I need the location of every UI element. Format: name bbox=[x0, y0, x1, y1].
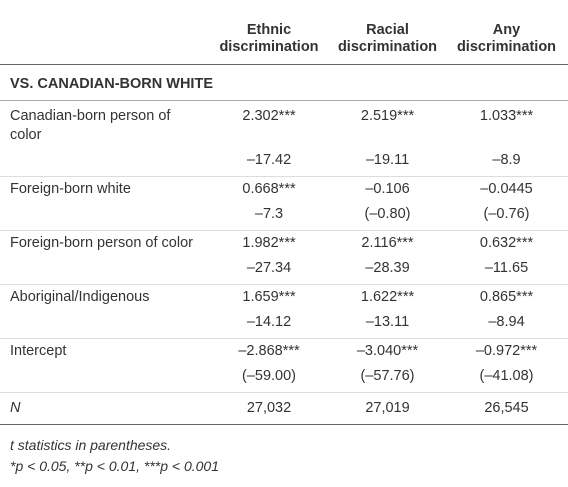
table-row: –17.42 –19.11 –8.9 bbox=[0, 148, 568, 177]
cell: 27,032 bbox=[208, 392, 330, 425]
cell: –13.11 bbox=[330, 310, 445, 339]
row-label-empty bbox=[0, 310, 208, 339]
row-label-empty bbox=[0, 148, 208, 177]
table-body: VS. CANADIAN-BORN WHITE Canadian-born pe… bbox=[0, 64, 568, 425]
table-row: Intercept –2.868*** –3.040*** –0.972*** bbox=[0, 339, 568, 365]
cell: 26,545 bbox=[445, 392, 568, 425]
cell: 1.033*** bbox=[479, 108, 534, 124]
table-row: Canadian-born person of color 2.302*** 2.5… bbox=[0, 101, 568, 149]
table-row: –27.34 –28.39 –11.65 bbox=[0, 256, 568, 285]
cell: 2.519*** bbox=[360, 108, 415, 124]
table-row: Foreign-born person of color 1.982*** 2.11… bbox=[0, 231, 568, 257]
table-row: –7.3 (–0.80) (–0.76) bbox=[0, 202, 568, 231]
cell: –8.9 bbox=[445, 148, 568, 177]
cell: 1.982*** bbox=[242, 235, 296, 251]
cell: –11.65 bbox=[445, 256, 568, 285]
cell: (–0.80) bbox=[330, 202, 445, 231]
cell: 1.659*** bbox=[242, 289, 296, 305]
cell: 0.632*** bbox=[479, 235, 534, 251]
cell: –0.106 bbox=[365, 181, 410, 197]
row-label-empty bbox=[0, 256, 208, 285]
column-header: Racial discrimination bbox=[330, 18, 445, 65]
row-label-empty bbox=[0, 364, 208, 393]
row-label: Foreign-born person of color bbox=[10, 235, 193, 251]
cell: –0.972*** bbox=[475, 343, 538, 359]
cell: 27,019 bbox=[330, 392, 445, 425]
cell: 2.302*** bbox=[242, 108, 296, 124]
cell: (–57.76) bbox=[330, 364, 445, 393]
corner bbox=[0, 18, 208, 65]
row-label: Canadian-born person of color bbox=[10, 108, 171, 143]
cell: 0.865*** bbox=[479, 289, 534, 305]
table-row: Foreign-born white 0.668*** –0.106 –0.0445 bbox=[0, 177, 568, 203]
cell: 2.116*** bbox=[361, 235, 414, 251]
row-label: N bbox=[0, 392, 208, 425]
row-label: Aboriginal/Indigenous bbox=[10, 289, 150, 305]
cell: –0.0445 bbox=[480, 181, 533, 197]
cell: –14.12 bbox=[208, 310, 330, 339]
cell: –27.34 bbox=[208, 256, 330, 285]
cell: –7.3 bbox=[208, 202, 330, 231]
row-label-empty bbox=[0, 202, 208, 231]
cell: –28.39 bbox=[330, 256, 445, 285]
cell: –2.868*** bbox=[238, 343, 300, 359]
table-row: –14.12 –13.11 –8.94 bbox=[0, 310, 568, 339]
note: t statistics in parentheses. bbox=[10, 437, 172, 453]
row-label: Intercept bbox=[10, 343, 67, 359]
page: Ethnic discrimination Racial discriminat… bbox=[0, 18, 568, 487]
column-header: Ethnic discrimination bbox=[208, 18, 330, 65]
cell: (–0.76) bbox=[445, 202, 568, 231]
row-label: Foreign-born white bbox=[10, 181, 131, 197]
table-row: N 27,032 27,019 26,545 bbox=[0, 392, 568, 425]
results-table: Ethnic discrimination Racial discriminat… bbox=[0, 18, 568, 425]
table-row: (–59.00) (–57.76) (–41.08) bbox=[0, 364, 568, 393]
cell: –17.42 bbox=[208, 148, 330, 177]
notes: t statistics in parentheses. *p < 0.05, … bbox=[0, 425, 568, 477]
cell: 0.668*** bbox=[242, 181, 296, 197]
table-row: Aboriginal/Indigenous 1.659*** 1.622*** 0.8… bbox=[0, 285, 568, 311]
cell: (–59.00) bbox=[208, 364, 330, 393]
column-header: Any discrimination bbox=[445, 18, 568, 65]
section-label: VS. CANADIAN-BORN WHITE bbox=[0, 64, 568, 101]
note: *p < 0.05, **p < 0.01, ***p < 0.001 bbox=[10, 458, 220, 474]
cell: 1.622*** bbox=[360, 289, 415, 305]
cell: –3.040*** bbox=[356, 343, 419, 359]
header-row: Ethnic discrimination Racial discriminat… bbox=[0, 18, 568, 65]
cell: (–41.08) bbox=[445, 364, 568, 393]
cell: –19.11 bbox=[330, 148, 445, 177]
section-row: VS. CANADIAN-BORN WHITE bbox=[0, 64, 568, 101]
cell: –8.94 bbox=[445, 310, 568, 339]
